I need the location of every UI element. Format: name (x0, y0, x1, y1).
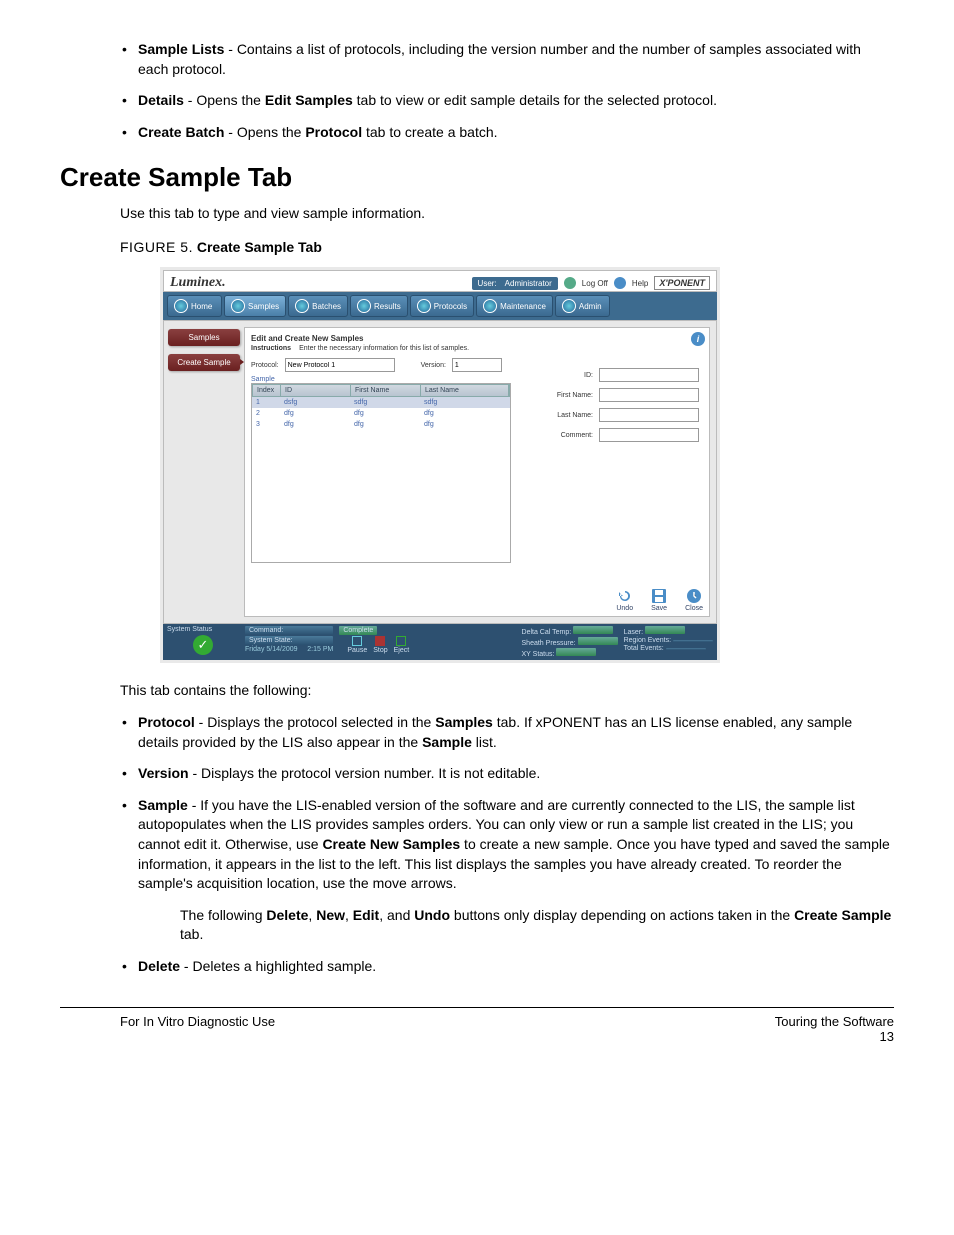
list-item: Details - Opens the Edit Samples tab to … (120, 91, 894, 111)
table-row[interactable]: 3dfgdfgdfg (252, 419, 510, 430)
list-item: Sample Lists - Contains a list of protoc… (120, 40, 894, 79)
info-icon[interactable]: i (691, 332, 705, 346)
figure-caption: FIGURE 5. Create Sample Tab (120, 239, 894, 255)
save-button[interactable]: Save (651, 588, 667, 612)
section-heading: Create Sample Tab (60, 162, 894, 193)
brand-logo: Luminex. (170, 275, 226, 291)
sidebar-create-sample[interactable]: Create Sample (168, 354, 240, 371)
top-bullet-list: Sample Lists - Contains a list of protoc… (120, 40, 894, 142)
status-ok-icon: ✓ (193, 635, 213, 655)
body-text: The following Delete, New, Edit, and Und… (120, 906, 894, 945)
nav-home[interactable]: Home (167, 295, 222, 317)
help-icon[interactable] (614, 277, 626, 289)
nav-maintenance[interactable]: Maintenance (476, 295, 553, 317)
last-bullet-list: Delete - Deletes a highlighted sample. (120, 957, 894, 977)
list-item: Delete - Deletes a highlighted sample. (120, 957, 894, 977)
status-bar: System Status ✓ Command: System State: F… (163, 624, 717, 660)
nav-protocols[interactable]: Protocols (410, 295, 474, 317)
section-intro: Use this tab to type and view sample inf… (120, 205, 894, 221)
body-text: This tab contains the following: (120, 681, 894, 701)
nav-admin[interactable]: Admin (555, 295, 610, 317)
table-row[interactable]: 1dsfgsdfgsdfg (252, 397, 510, 408)
page-footer: For In Vitro Diagnostic Use Touring the … (60, 1014, 894, 1044)
logoff-icon[interactable] (564, 277, 576, 289)
id-field[interactable] (599, 368, 699, 382)
list-item: Sample - If you have the LIS-enabled ver… (120, 796, 894, 894)
create-sample-panel: i Edit and Create New Samples Instructio… (244, 327, 710, 617)
list-item: Create Batch - Opens the Protocol tab to… (120, 123, 894, 143)
nav-results[interactable]: Results (350, 295, 408, 317)
comment-field[interactable] (599, 428, 699, 442)
table-row[interactable]: 2dfgdfgdfg (252, 408, 510, 419)
firstname-field[interactable] (599, 388, 699, 402)
sidebar-samples[interactable]: Samples (168, 329, 240, 346)
xponent-logo: X'PONENT (654, 276, 710, 290)
close-button[interactable]: Close (685, 588, 703, 612)
undo-button[interactable]: Undo (616, 588, 633, 612)
version-input[interactable] (452, 358, 502, 372)
main-navbar: Home Samples Batches Results Protocols M… (163, 292, 717, 320)
list-item: Version - Displays the protocol version … (120, 764, 894, 784)
sample-table[interactable]: IndexIDFirst NameLast Name 1dsfgsdfgsdfg… (251, 383, 511, 563)
footer-rule (60, 1007, 894, 1008)
sidebar: Samples Create Sample (164, 321, 244, 623)
list-item: Protocol - Displays the protocol selecte… (120, 713, 894, 752)
nav-samples[interactable]: Samples (224, 295, 286, 317)
mid-bullet-list: Protocol - Displays the protocol selecte… (120, 713, 894, 894)
screenshot-figure: Luminex. User:Administrator Log Off Help… (160, 267, 720, 663)
nav-batches[interactable]: Batches (288, 295, 348, 317)
lastname-field[interactable] (599, 408, 699, 422)
protocol-input[interactable] (285, 358, 395, 372)
